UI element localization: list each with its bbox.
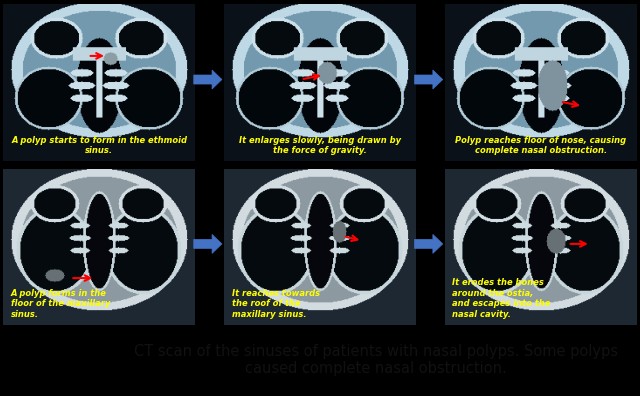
Text: CT scan of the sinuses of patients with nasal polyps. Some polyps
caused complet: CT scan of the sinuses of patients with … — [134, 344, 618, 376]
FancyArrow shape — [194, 70, 222, 89]
FancyArrow shape — [415, 70, 443, 89]
Text: It reaches towards
the roof of the
maxillary sinus.: It reaches towards the roof of the maxil… — [232, 289, 320, 318]
Text: A polyp starts to form in the ethmoid
sinus.: A polyp starts to form in the ethmoid si… — [12, 136, 187, 155]
Text: It erodes the bones
around the ostia,
and escapes into the
nasal cavity.: It erodes the bones around the ostia, an… — [452, 278, 551, 318]
Text: It enlarges slowly, being drawn by
the force of gravity.: It enlarges slowly, being drawn by the f… — [239, 136, 401, 155]
FancyArrow shape — [415, 234, 443, 253]
Text: Polyp reaches floor of nose, causing
complete nasal obstruction.: Polyp reaches floor of nose, causing com… — [455, 136, 627, 155]
Text: A polyp forms in the
floor of the maxillary
sinus.: A polyp forms in the floor of the maxill… — [11, 289, 110, 318]
FancyArrow shape — [194, 234, 222, 253]
